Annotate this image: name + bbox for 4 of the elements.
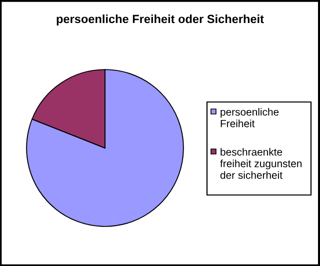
legend-label: persoenliche Freiheit xyxy=(220,108,279,128)
chart-title: persoenliche Freiheit oder Sicherheit xyxy=(56,14,264,26)
legend-label: beschraenkte freiheit zugunsten der sicherheit xyxy=(220,148,302,179)
pie-slice xyxy=(26,69,184,227)
